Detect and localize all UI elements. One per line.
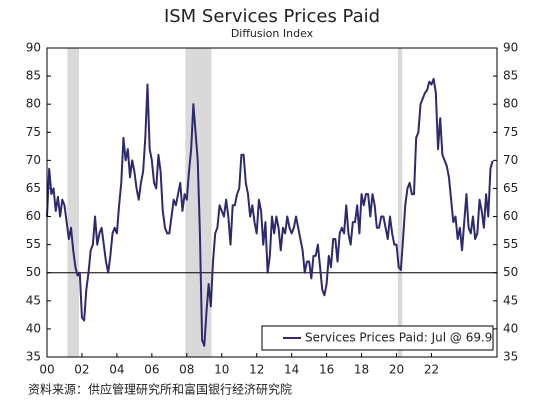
source-note: 资料来源：供应管理研究所和富国银行经济研究院: [28, 382, 292, 397]
y-tick-label: 55: [26, 237, 41, 251]
y-tick-label: 40: [26, 321, 41, 335]
y-tick-label: 65: [26, 181, 41, 195]
y-tick-label: 35: [26, 350, 41, 364]
y-tick-label-right: 40: [503, 321, 518, 335]
y-tick-label: 70: [26, 153, 41, 167]
x-tick-label: 04: [109, 363, 124, 377]
x-tick-label: 20: [389, 363, 404, 377]
y-tick-label: 90: [26, 41, 41, 55]
x-tick-label: 14: [284, 363, 299, 377]
y-tick-label-right: 85: [503, 69, 518, 83]
y-tick-label-right: 70: [503, 153, 518, 167]
y-tick-label: 80: [26, 97, 41, 111]
y-tick-label: 50: [26, 265, 41, 279]
x-tick-label: 02: [74, 363, 89, 377]
recession-shade: [397, 48, 403, 357]
x-tick-label: 06: [144, 363, 159, 377]
y-tick-label-right: 80: [503, 97, 518, 111]
legend-label: Services Prices Paid: Jul @ 69.9: [305, 331, 492, 345]
y-tick-label-right: 90: [503, 41, 518, 55]
x-tick-label: 18: [354, 363, 369, 377]
x-tick-label: 16: [319, 363, 334, 377]
x-tick-label: 08: [179, 363, 194, 377]
x-tick-label: 00: [39, 363, 54, 377]
chart-subtitle: Diffusion Index: [231, 27, 314, 40]
plot-frame: [46, 47, 498, 358]
y-tick-label: 85: [26, 69, 41, 83]
y-tick-label-right: 50: [503, 265, 518, 279]
y-tick-label-right: 45: [503, 293, 518, 307]
y-tick-label: 75: [26, 125, 41, 139]
y-tick-label-right: 65: [503, 181, 518, 195]
y-tick-label-right: 60: [503, 209, 518, 223]
y-tick-label-right: 35: [503, 350, 518, 364]
x-tick-label: 12: [249, 363, 264, 377]
series-line: [46, 77, 494, 347]
y-tick-label: 60: [26, 209, 41, 223]
chart-title: ISM Services Prices Paid: [164, 6, 380, 27]
y-tick-label-right: 75: [503, 125, 518, 139]
x-tick-label: 10: [214, 363, 229, 377]
y-tick-label-right: 55: [503, 237, 518, 251]
recession-shade: [67, 48, 79, 357]
y-tick-label: 45: [26, 293, 41, 307]
x-tick-label: 22: [424, 363, 439, 377]
